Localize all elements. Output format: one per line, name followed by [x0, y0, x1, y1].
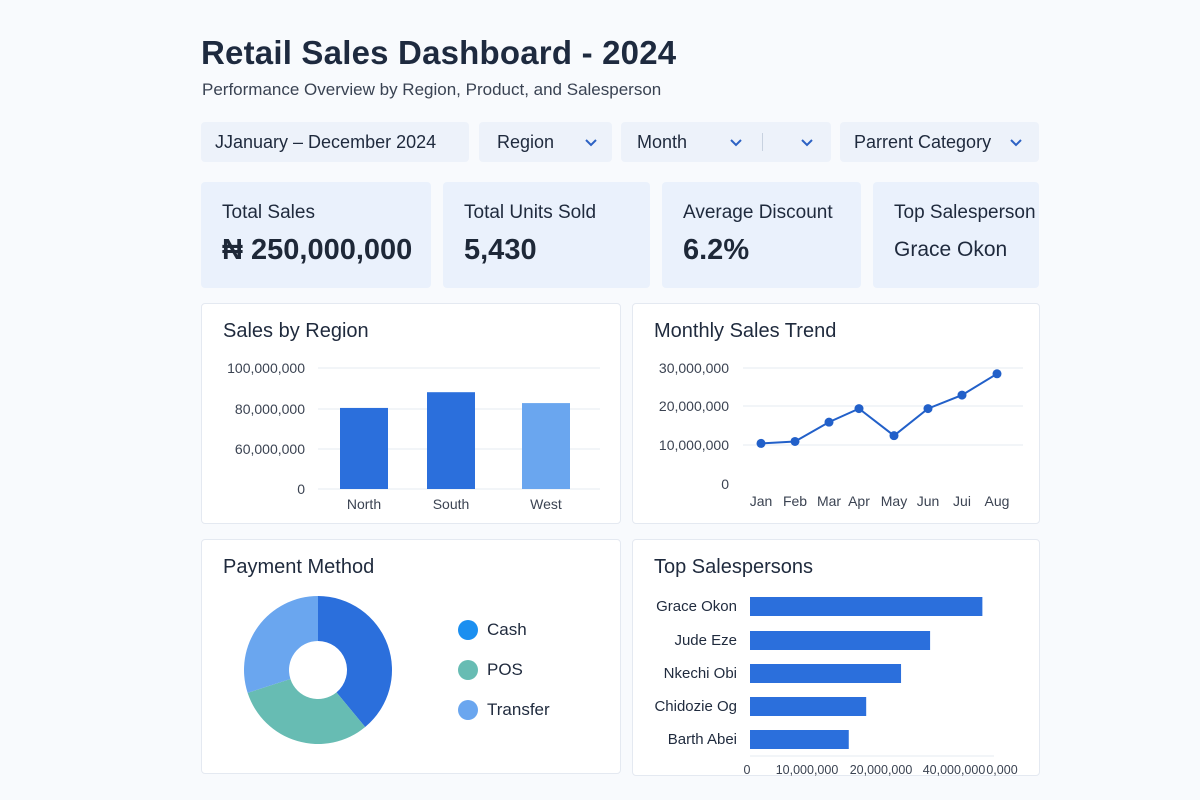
y-tick-label: Nkechi Obi: [664, 665, 737, 682]
bar-north: [340, 407, 388, 489]
y-tick-label: 20,000,000: [659, 398, 729, 414]
data-point-apr: [854, 404, 864, 414]
legend-label: POS: [487, 660, 523, 679]
payment-legend: Cash POS Transfer: [458, 610, 550, 730]
y-tick-label: 100,000,000: [227, 360, 305, 376]
chevron-down-icon: [584, 138, 598, 147]
kpi-label: Average Discount: [683, 202, 833, 223]
x-tick-label: Apr: [848, 493, 870, 509]
kpi-value: Grace Okon: [894, 238, 1008, 261]
data-point-jan: [756, 438, 766, 448]
slice-cash: [318, 596, 392, 728]
x-tick-label: 20,000,000: [850, 763, 913, 777]
legend-label: Cash: [487, 620, 527, 639]
kpi-value: 5,430: [464, 234, 537, 266]
kpi-value: 6.2%: [683, 234, 750, 266]
legend-item-pos: POS: [458, 650, 550, 690]
x-tick-label: Feb: [783, 493, 807, 509]
dropdown-divider: [762, 133, 763, 151]
y-tick-label: Barth Abei: [668, 731, 737, 748]
bar-jude-eze: [750, 631, 931, 650]
x-tick-label: 40,000,000: [923, 763, 986, 777]
monthly-sales-trend-chart: 30,000,000 20,000,000 10,000,000 0 Jan Feb Mar…: [659, 360, 1023, 509]
sales-by-region-chart: 100,000,000 80,000,000 60,000,000 0 North Sou…: [227, 360, 600, 512]
month-dropdown[interactable]: Month: [621, 122, 831, 162]
kpi-top-salesperson: Top Salesperson Grace Okon: [873, 182, 1039, 288]
data-point-feb: [790, 436, 800, 446]
y-tick-label: Grace Okon: [656, 598, 737, 615]
sales-by-region-card: Sales by Region 100,000,000 80,000,000 60,…: [201, 303, 621, 524]
month-dropdown-label: Month: [637, 131, 688, 152]
bar-west: [522, 403, 570, 489]
x-tick-label: May: [881, 493, 907, 509]
chart-title: Sales by Region: [223, 320, 369, 342]
chart-title: Monthly Sales Trend: [654, 320, 837, 342]
y-tick-label: 80,000,000: [235, 401, 305, 417]
payment-method-chart: [244, 596, 392, 744]
y-tick-label: 10,000,000: [659, 437, 729, 453]
x-tick-label: Aug: [985, 493, 1010, 509]
kpi-total-sales: Total Sales ₦ 250,000,000: [201, 182, 431, 288]
chevron-down-icon: [729, 138, 743, 147]
x-tick-label: Jui: [953, 493, 971, 509]
slice-pos: [247, 678, 366, 744]
y-tick-label: Chidozie Og: [654, 698, 737, 715]
bar-barth-abei: [750, 730, 849, 749]
date-range-filter[interactable]: JJanuary – December 2024: [201, 122, 469, 162]
x-tick-label: 0: [744, 763, 751, 777]
legend-item-transfer: Transfer: [458, 690, 550, 730]
y-tick-label: 60,000,000: [235, 441, 305, 457]
bar-nkechi-obi: [750, 664, 902, 683]
slice-transfer: [244, 596, 318, 693]
x-tick-label: West: [530, 496, 562, 512]
x-tick-label: Jan: [750, 493, 773, 509]
kpi-units-sold: Total Units Sold 5,430: [443, 182, 650, 288]
bar-grace-okon: [750, 597, 983, 616]
bar-south: [427, 392, 475, 489]
bar-chidozie-og: [750, 697, 867, 716]
x-tick-label: 10,000,000: [776, 763, 839, 777]
data-point-aug: [992, 369, 1002, 379]
payment-method-card: Payment Method Cash POS Transfer: [201, 539, 621, 774]
trend-line: [760, 372, 998, 445]
kpi-label: Top Salesperson: [894, 202, 1036, 223]
chart-title: Payment Method: [223, 556, 375, 578]
x-tick-label: Jun: [917, 493, 940, 509]
kpi-label: Total Sales: [222, 202, 315, 223]
kpi-average-discount: Average Discount 6.2%: [662, 182, 861, 288]
data-point-jun: [923, 404, 933, 414]
legend-swatch: [458, 660, 478, 680]
legend-swatch: [458, 700, 478, 720]
y-tick-label: 0: [297, 481, 305, 497]
date-range-label: JJanuary – December 2024: [215, 131, 437, 152]
category-dropdown[interactable]: Parrent Category: [840, 122, 1039, 162]
y-tick-label: 0: [721, 476, 729, 492]
y-tick-label: 30,000,000: [659, 360, 729, 376]
kpi-value: ₦ 250,000,000: [222, 234, 413, 266]
chevron-down-icon: [1009, 138, 1023, 147]
kpi-label: Total Units Sold: [464, 202, 597, 223]
data-point-jui: [957, 390, 967, 400]
region-dropdown-label: Region: [497, 131, 555, 152]
x-tick-label: North: [347, 496, 381, 512]
category-dropdown-label: Parrent Category: [854, 131, 992, 152]
top-salespersons-chart: Grace Okon Jude Eze Nkechi Obi Chidozie Og B…: [654, 597, 1018, 777]
x-tick-label: South: [433, 496, 470, 512]
x-tick-label: 0,000: [986, 763, 1017, 777]
legend-item-cash: Cash: [458, 610, 550, 650]
top-salespersons-card: Top Salespersons Grace Okon Jude Eze Nkech…: [632, 539, 1040, 777]
legend-swatch: [458, 620, 478, 640]
region-dropdown[interactable]: Region: [479, 122, 612, 162]
chevron-down-icon[interactable]: [800, 138, 814, 147]
page-title: Retail Sales Dashboard - 2024: [201, 34, 677, 71]
data-point-mar: [824, 417, 834, 427]
page-subtitle: Performance Overview by Region, Product,…: [202, 80, 662, 99]
monthly-sales-trend-card: Monthly Sales Trend 30,000,000 20,000,000…: [632, 303, 1040, 524]
y-tick-label: Jude Eze: [674, 632, 737, 649]
chart-title: Top Salespersons: [654, 556, 813, 578]
x-tick-label: Mar: [817, 493, 841, 509]
legend-label: Transfer: [487, 700, 550, 719]
data-point-may: [889, 431, 899, 441]
